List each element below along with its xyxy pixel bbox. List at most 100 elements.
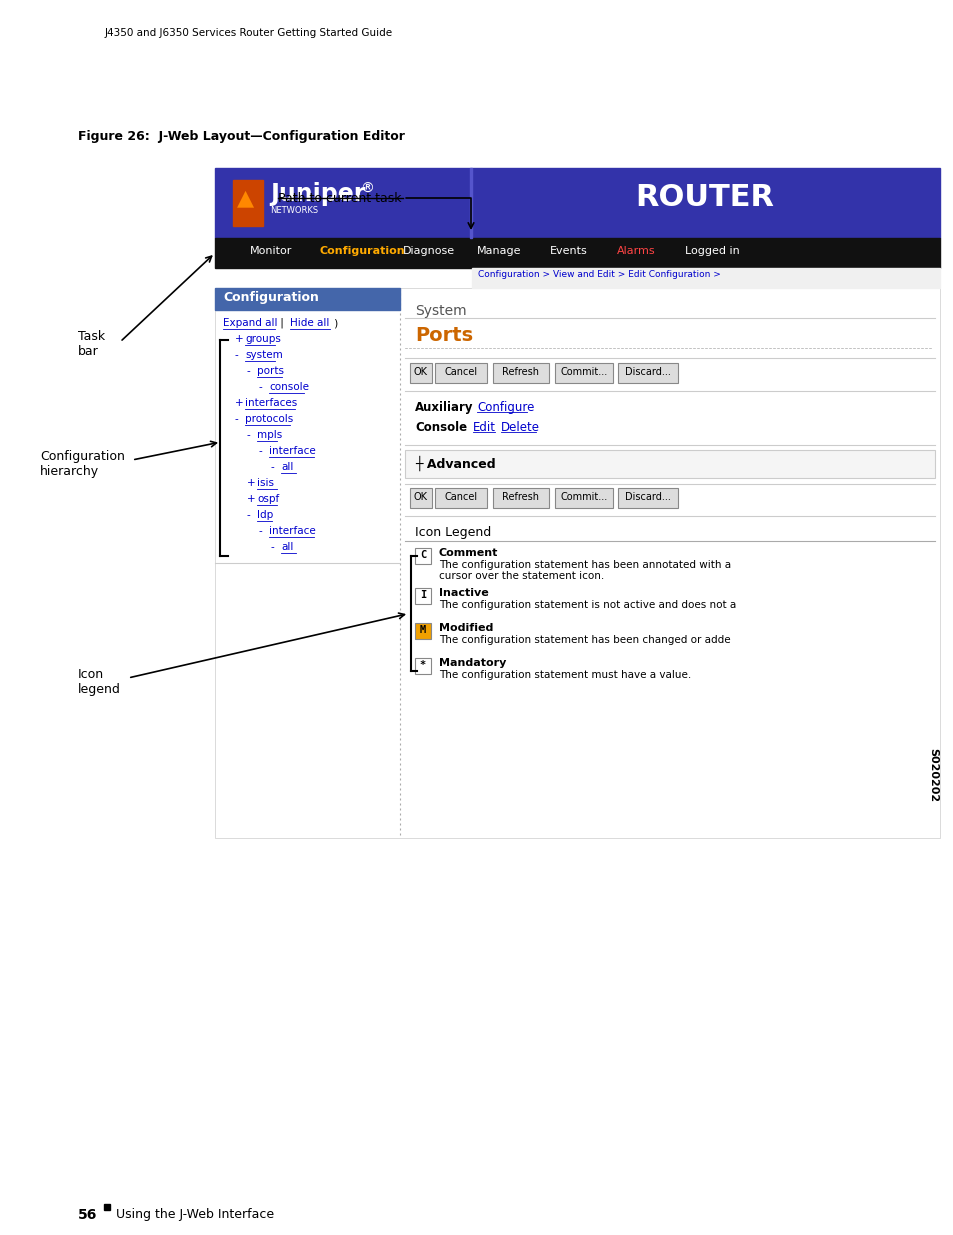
Text: *: * — [419, 659, 426, 671]
Text: Mandatory: Mandatory — [438, 658, 506, 668]
Text: Configuration: Configuration — [319, 246, 405, 256]
Bar — [233, 180, 263, 226]
Text: +: + — [247, 494, 255, 504]
Bar — [410, 488, 432, 508]
Text: Console: Console — [415, 421, 467, 433]
Text: Icon Legend: Icon Legend — [415, 526, 491, 538]
Text: mpls: mpls — [256, 430, 282, 440]
Bar — [415, 548, 431, 564]
Bar — [214, 288, 399, 310]
Text: Comment: Comment — [438, 548, 497, 558]
Text: console: console — [269, 382, 309, 391]
Bar — [493, 488, 548, 508]
Text: -: - — [247, 430, 251, 440]
Bar — [493, 363, 548, 383]
Text: Configuration: Configuration — [223, 291, 318, 304]
Text: Edit: Edit — [473, 421, 496, 433]
Text: Logged in: Logged in — [684, 246, 739, 256]
Text: cursor over the statement icon.: cursor over the statement icon. — [438, 571, 603, 580]
Text: Cancel: Cancel — [444, 492, 477, 501]
Text: Expand all: Expand all — [223, 317, 277, 329]
Text: Inactive: Inactive — [438, 588, 488, 598]
Text: all: all — [281, 542, 294, 552]
Text: -: - — [258, 446, 262, 456]
Bar — [405, 450, 934, 478]
Text: ®: ® — [359, 182, 374, 196]
Text: ▲: ▲ — [236, 188, 253, 207]
Text: C: C — [419, 550, 426, 559]
Text: ldp: ldp — [256, 510, 273, 520]
Text: Configuration > View and Edit > Edit Configuration >: Configuration > View and Edit > Edit Con… — [477, 270, 720, 279]
Text: -: - — [258, 382, 262, 391]
Text: ): ) — [331, 317, 338, 329]
Text: interfaces: interfaces — [245, 398, 297, 408]
Bar — [470, 168, 472, 238]
Text: System: System — [415, 304, 466, 317]
Text: Task
bar: Task bar — [78, 330, 105, 358]
Bar — [435, 488, 486, 508]
Bar — [555, 488, 613, 508]
Text: ports: ports — [256, 366, 284, 375]
Text: Delete: Delete — [500, 421, 539, 433]
Text: all: all — [281, 462, 294, 472]
Text: ospf: ospf — [256, 494, 279, 504]
Bar — [410, 363, 432, 383]
Bar — [214, 288, 939, 839]
Bar — [618, 363, 678, 383]
Bar — [214, 238, 939, 268]
Text: Configuration
hierarchy: Configuration hierarchy — [40, 450, 125, 478]
Bar — [472, 268, 939, 288]
Text: Figure 26:  J-Web Layout—Configuration Editor: Figure 26: J-Web Layout—Configuration Ed… — [78, 130, 404, 143]
Text: NETWORKS: NETWORKS — [270, 206, 317, 215]
Text: ROUTER: ROUTER — [635, 183, 774, 212]
Text: I: I — [419, 590, 426, 600]
Text: ┼ Advanced: ┼ Advanced — [415, 456, 496, 472]
Text: Commit...: Commit... — [559, 492, 607, 501]
Bar — [415, 588, 431, 604]
Bar — [435, 363, 486, 383]
Text: -: - — [271, 462, 274, 472]
Text: Ports: Ports — [415, 326, 473, 345]
Text: The configuration statement is not active and does not a: The configuration statement is not activ… — [438, 600, 736, 610]
Text: The configuration statement has been changed or adde: The configuration statement has been cha… — [438, 635, 730, 645]
Text: interface: interface — [269, 526, 315, 536]
Text: OK: OK — [414, 367, 428, 377]
Text: system: system — [245, 350, 282, 359]
Text: protocols: protocols — [245, 414, 293, 424]
Text: -: - — [258, 526, 262, 536]
Bar — [618, 488, 678, 508]
Text: isis: isis — [256, 478, 274, 488]
Text: interface: interface — [269, 446, 315, 456]
Text: Refresh: Refresh — [502, 492, 539, 501]
Bar — [415, 622, 431, 638]
Text: Events: Events — [550, 246, 587, 256]
Text: -: - — [247, 510, 251, 520]
Text: -: - — [247, 366, 251, 375]
Text: Path to current task: Path to current task — [277, 191, 401, 205]
Text: Refresh: Refresh — [502, 367, 539, 377]
Text: -: - — [271, 542, 274, 552]
Text: Commit...: Commit... — [559, 367, 607, 377]
Text: 56: 56 — [78, 1208, 97, 1221]
Text: Diagnose: Diagnose — [402, 246, 455, 256]
Text: Manage: Manage — [476, 246, 521, 256]
Bar — [214, 168, 939, 238]
Text: OK: OK — [414, 492, 428, 501]
Text: Auxiliary: Auxiliary — [415, 401, 473, 414]
Text: J4350 and J6350 Services Router Getting Started Guide: J4350 and J6350 Services Router Getting … — [105, 28, 393, 38]
Text: Alarms: Alarms — [617, 246, 655, 256]
Text: -: - — [234, 414, 238, 424]
Text: Configure: Configure — [476, 401, 534, 414]
Text: Discard...: Discard... — [624, 492, 670, 501]
Text: +: + — [234, 398, 243, 408]
Text: Juniper: Juniper — [270, 182, 365, 206]
Text: groups: groups — [245, 333, 280, 345]
Text: Hide all: Hide all — [290, 317, 329, 329]
Text: Using the J-Web Interface: Using the J-Web Interface — [116, 1208, 274, 1221]
Bar — [104, 1204, 110, 1210]
Text: Icon
legend: Icon legend — [78, 668, 121, 697]
Text: The configuration statement has been annotated with a: The configuration statement has been ann… — [438, 559, 730, 571]
Text: Monitor: Monitor — [250, 246, 292, 256]
Text: Modified: Modified — [438, 622, 493, 634]
Text: The configuration statement must have a value.: The configuration statement must have a … — [438, 671, 691, 680]
